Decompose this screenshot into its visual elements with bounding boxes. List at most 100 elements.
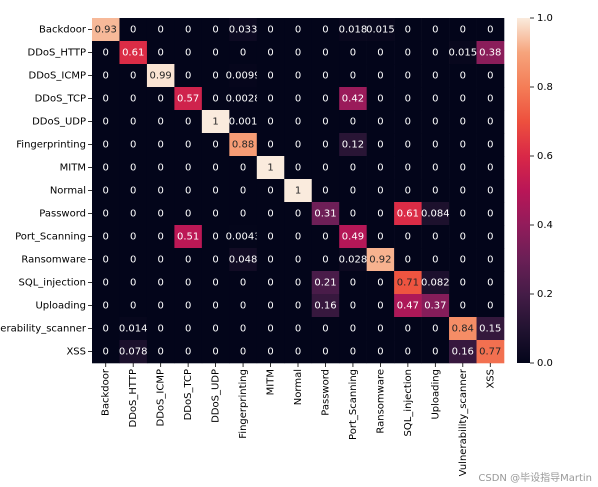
cell-label: 0 <box>212 347 218 358</box>
cell-label: 0.47 <box>397 301 419 312</box>
heatmap-cell <box>449 41 477 65</box>
heatmap-cell <box>339 87 367 111</box>
heatmap-cell <box>284 225 313 249</box>
heatmap-cell <box>229 133 258 157</box>
cell-label: 0 <box>487 94 493 105</box>
cell-label: 0 <box>185 117 191 128</box>
heatmap-cell <box>174 179 203 203</box>
heatmap-cell <box>476 41 505 65</box>
cell-label: 0 <box>103 140 109 151</box>
heatmap-cell <box>339 340 367 364</box>
cell-label: 0.38 <box>479 48 501 59</box>
colorbar-tick-label: 0.4 <box>537 220 553 231</box>
cell-label: 0.082 <box>421 278 450 289</box>
heatmap-cell <box>201 18 230 42</box>
y-tick-label: DDoS_ICMP <box>29 71 86 82</box>
cell-label: 0 <box>487 232 493 243</box>
heatmap-cell <box>201 41 230 65</box>
heatmap-cell <box>284 271 313 295</box>
heatmap-cell <box>311 133 340 157</box>
y-tick-label: XSS <box>66 347 86 358</box>
heatmap-cell <box>394 340 422 364</box>
cell-label: 0 <box>185 48 191 59</box>
cell-label: 0 <box>460 255 466 266</box>
cell-label: 0 <box>460 301 466 312</box>
cell-label: 0 <box>212 209 218 220</box>
heatmap-cell <box>449 271 477 295</box>
y-tick-label: DDoS_TCP <box>35 94 86 105</box>
cell-label: 0 <box>460 186 466 197</box>
heatmap-cell <box>366 179 395 203</box>
heatmap-cell <box>174 41 203 65</box>
cell-label: 1 <box>267 163 273 174</box>
heatmap-cell <box>311 110 340 134</box>
cell-label: 0 <box>103 163 109 174</box>
cell-label: 0 <box>157 232 163 243</box>
cell-label: 0.048 <box>229 255 258 266</box>
heatmap-cell <box>394 87 422 111</box>
heatmap-cell <box>421 179 450 203</box>
heatmap-cell <box>256 133 285 157</box>
heatmap-cell <box>201 202 230 226</box>
heatmap-cell <box>229 340 258 364</box>
cell-label: 0 <box>130 255 136 266</box>
cell-label: 0 <box>157 48 163 59</box>
y-tick-label: DDoS_HTTP <box>28 48 86 59</box>
cell-label: 0 <box>240 301 246 312</box>
heatmap-cell <box>394 271 422 295</box>
heatmap-cell <box>92 156 120 180</box>
heatmap-cell <box>394 133 422 157</box>
cell-label: 0 <box>432 255 438 266</box>
heatmap-cell <box>394 225 422 249</box>
cell-label: 0.078 <box>119 347 148 358</box>
cell-label: 0.0028 <box>226 94 261 105</box>
heatmap-cell <box>311 202 340 226</box>
cell-label: 0 <box>212 94 218 105</box>
heatmap-cell <box>174 87 203 111</box>
heatmap-cell <box>339 225 367 249</box>
heatmap-cell <box>339 110 367 134</box>
cell-label: 0 <box>267 71 273 82</box>
heatmap-cell <box>256 317 285 341</box>
heatmap-cell <box>449 340 477 364</box>
heatmap-cell <box>394 179 422 203</box>
cell-label: 0 <box>377 324 383 335</box>
heatmap-cell <box>256 294 285 318</box>
heatmap-cell <box>311 18 340 42</box>
cell-label: 0 <box>103 232 109 243</box>
heatmap-cell <box>174 225 203 249</box>
heatmap-cell <box>394 18 422 42</box>
heatmap-cell <box>201 294 230 318</box>
cell-label: 0 <box>322 232 328 243</box>
heatmap-cell <box>311 317 340 341</box>
heatmap-cell <box>339 179 367 203</box>
cell-label: 0 <box>350 186 356 197</box>
cell-label: 0 <box>377 163 383 174</box>
cell-label: 0 <box>460 163 466 174</box>
heatmap-cell <box>119 110 148 134</box>
colorbar-tick-label: 0.8 <box>537 82 553 93</box>
heatmap-cell <box>92 41 120 65</box>
cell-label: 0 <box>460 94 466 105</box>
cell-label: 0.71 <box>397 278 419 289</box>
cell-label: 0 <box>103 301 109 312</box>
y-tick-label: Backdoor <box>39 25 87 36</box>
cell-label: 0 <box>157 186 163 197</box>
heatmap-cell <box>174 202 203 226</box>
cell-label: 0 <box>212 232 218 243</box>
cell-label: 0 <box>350 301 356 312</box>
heatmap-cell <box>229 248 258 272</box>
cell-label: 0 <box>432 232 438 243</box>
cell-label: 0.014 <box>119 324 148 335</box>
heatmap-cell <box>174 64 203 88</box>
cell-label: 0 <box>487 117 493 128</box>
cell-label: 0 <box>432 71 438 82</box>
cell-label: 0 <box>240 278 246 289</box>
cell-label: 0 <box>240 48 246 59</box>
cell-label: 0 <box>212 255 218 266</box>
cell-label: 0 <box>405 94 411 105</box>
x-tick-label: DDoS_TCP <box>183 369 194 420</box>
x-tick-label: MITM <box>266 369 277 395</box>
cell-label: 0 <box>212 278 218 289</box>
cell-label: 0 <box>322 48 328 59</box>
